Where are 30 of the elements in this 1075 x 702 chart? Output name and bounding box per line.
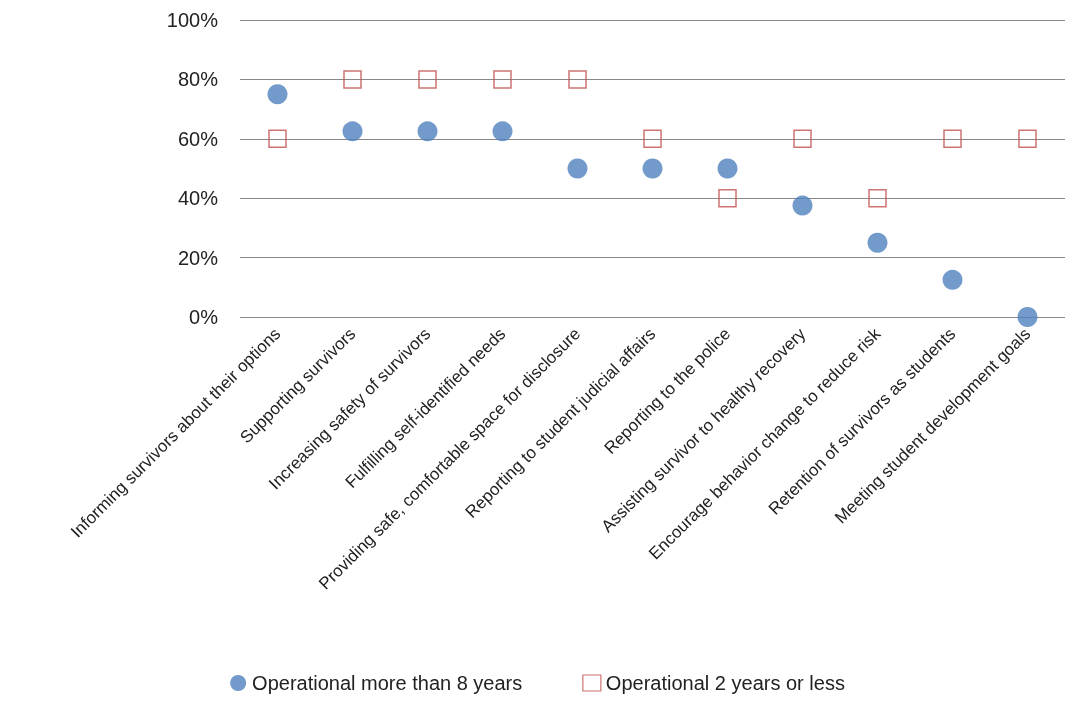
- point: [268, 129, 287, 149]
- legend-label: Operational 2 years or less: [605, 672, 845, 694]
- point: [568, 70, 587, 89]
- point: [792, 195, 813, 216]
- point: [1017, 307, 1038, 327]
- point: [342, 121, 363, 142]
- point: [343, 70, 362, 89]
- y-tick-label: 0%: [189, 306, 219, 328]
- point: [418, 70, 437, 89]
- point: [867, 232, 888, 253]
- y-tick-label: 80%: [177, 68, 219, 91]
- y-tick-label: 40%: [177, 187, 219, 210]
- y-tick-label: 60%: [177, 127, 219, 150]
- point: [718, 188, 737, 208]
- point: [417, 121, 438, 142]
- y-tick-label: 100%: [166, 9, 219, 31]
- y-tick-label: 20%: [177, 246, 219, 269]
- point: [942, 269, 963, 290]
- point: [642, 158, 663, 179]
- point: [492, 121, 513, 142]
- point: [717, 158, 738, 179]
- point: [493, 70, 512, 89]
- point: [567, 158, 588, 179]
- point: [793, 129, 812, 149]
- legend-label: Operational more than 8 years: [252, 672, 523, 694]
- point: [943, 129, 962, 149]
- point: [1018, 129, 1037, 149]
- point: [643, 129, 662, 149]
- point: [868, 188, 887, 208]
- point: [267, 84, 288, 105]
